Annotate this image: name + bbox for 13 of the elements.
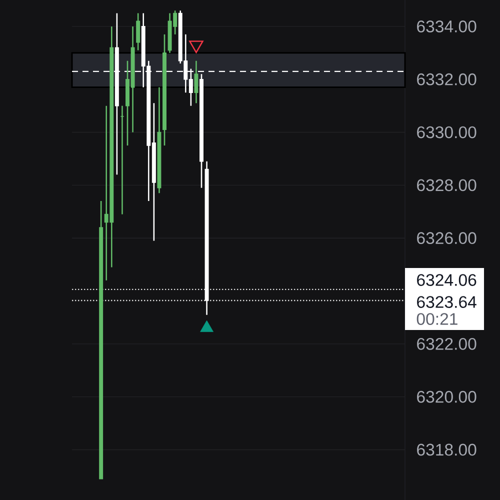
ref-line-label: 6323.64	[417, 296, 476, 308]
y-tick-label: 6328.00	[417, 179, 476, 192]
y-tick-label: 6326.00	[417, 232, 476, 244]
y-tick-label: 6320.00	[417, 390, 476, 403]
ref-line-label: 6324.06	[417, 274, 476, 286]
y-tick-label: 6332.00	[417, 73, 476, 86]
candlestick	[136, 12, 140, 51]
y-tick-label: 6334.00	[417, 20, 476, 32]
y-tick-label: 6318.00	[417, 444, 476, 456]
candlestick	[194, 60, 198, 104]
y-tick-label: 6322.00	[417, 338, 476, 350]
y-tick-label: 6330.00	[417, 126, 476, 138]
text: 00:21	[416, 313, 458, 325]
